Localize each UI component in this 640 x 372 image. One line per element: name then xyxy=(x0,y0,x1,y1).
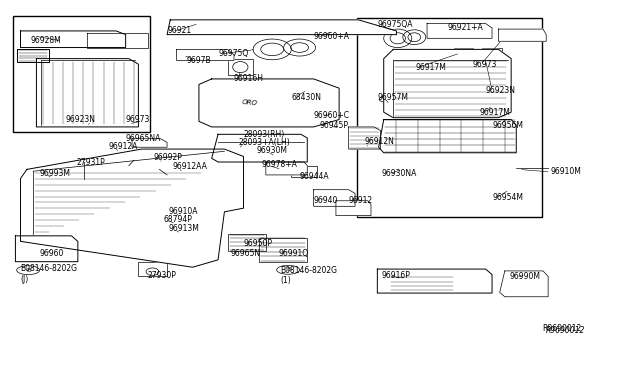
Text: 96945P: 96945P xyxy=(320,121,349,129)
Text: 68794P: 68794P xyxy=(164,215,193,224)
Text: 96993M: 96993M xyxy=(40,169,70,177)
Text: 96973: 96973 xyxy=(473,60,497,69)
Text: 96912A: 96912A xyxy=(108,142,138,151)
Polygon shape xyxy=(177,49,234,61)
Text: 28093+A(LH): 28093+A(LH) xyxy=(239,138,290,147)
Text: 96916P: 96916P xyxy=(382,271,411,280)
Text: 96957M: 96957M xyxy=(378,93,408,102)
Text: 96917M: 96917M xyxy=(479,108,510,117)
Text: 96954M: 96954M xyxy=(492,193,523,202)
Polygon shape xyxy=(20,31,125,48)
Polygon shape xyxy=(199,79,339,127)
Bar xyxy=(435,26,484,36)
Bar xyxy=(357,18,541,217)
Text: 96960+C: 96960+C xyxy=(314,111,349,121)
Bar xyxy=(159,215,196,224)
Text: 28093(RH): 28093(RH) xyxy=(244,130,285,139)
Text: 96923N: 96923N xyxy=(486,86,516,94)
Polygon shape xyxy=(427,23,492,38)
Polygon shape xyxy=(349,127,381,149)
Text: 96910A: 96910A xyxy=(169,207,198,217)
Polygon shape xyxy=(266,162,307,175)
Bar xyxy=(161,225,196,233)
Polygon shape xyxy=(499,29,546,41)
Bar xyxy=(13,16,150,132)
Text: 27930P: 27930P xyxy=(148,271,177,280)
Polygon shape xyxy=(17,49,49,62)
Text: 68430N: 68430N xyxy=(291,93,321,102)
Text: B08146-8202G
(1): B08146-8202G (1) xyxy=(280,266,337,285)
Bar xyxy=(228,234,266,251)
Polygon shape xyxy=(336,201,371,215)
Text: R9690012: R9690012 xyxy=(546,326,586,335)
Text: 9697B: 9697B xyxy=(186,56,211,65)
Text: 96973: 96973 xyxy=(125,115,150,124)
Polygon shape xyxy=(500,271,548,297)
Text: 96965N: 96965N xyxy=(231,249,261,258)
Text: 96956M: 96956M xyxy=(492,121,523,129)
Text: ORO: ORO xyxy=(242,99,258,107)
Polygon shape xyxy=(378,269,492,293)
Text: 96916H: 96916H xyxy=(234,74,264,83)
Text: 96992P: 96992P xyxy=(153,153,182,162)
Polygon shape xyxy=(20,149,244,267)
Bar xyxy=(390,276,454,291)
Text: 96944A: 96944A xyxy=(300,172,329,181)
Text: 96950P: 96950P xyxy=(244,239,273,248)
Bar xyxy=(228,59,253,75)
Text: 96913M: 96913M xyxy=(169,224,200,233)
Text: 96923N: 96923N xyxy=(65,115,95,124)
Text: 96960+A: 96960+A xyxy=(314,32,349,41)
Text: B: B xyxy=(286,267,291,272)
Bar xyxy=(454,48,473,54)
Polygon shape xyxy=(314,190,355,206)
Polygon shape xyxy=(15,236,78,262)
Text: 96921: 96921 xyxy=(167,26,191,35)
Text: 96912AA: 96912AA xyxy=(172,162,207,171)
Bar xyxy=(483,48,502,54)
Text: B: B xyxy=(26,268,30,273)
Bar xyxy=(483,56,507,61)
Polygon shape xyxy=(212,134,307,162)
Polygon shape xyxy=(167,20,396,35)
Text: 96940: 96940 xyxy=(314,196,338,205)
Bar xyxy=(291,166,317,177)
Polygon shape xyxy=(384,49,511,118)
Text: 96921+A: 96921+A xyxy=(447,23,483,32)
Text: 96978+A: 96978+A xyxy=(261,160,297,169)
Bar xyxy=(138,262,167,276)
Text: 96965NA: 96965NA xyxy=(125,134,161,142)
Polygon shape xyxy=(132,139,167,147)
Text: 96917M: 96917M xyxy=(415,63,447,72)
Polygon shape xyxy=(36,59,138,127)
Text: 96975QA: 96975QA xyxy=(378,20,413,29)
Bar xyxy=(36,34,113,45)
Text: 96910M: 96910M xyxy=(550,167,582,176)
Bar xyxy=(259,238,307,262)
Text: B08146-8202G
(J): B08146-8202G (J) xyxy=(20,264,77,283)
Text: 96930NA: 96930NA xyxy=(382,169,417,177)
Text: R9690012: R9690012 xyxy=(541,324,581,333)
Text: 96990M: 96990M xyxy=(510,272,541,281)
Polygon shape xyxy=(379,119,516,153)
Text: 96912N: 96912N xyxy=(365,137,394,146)
Text: 96975Q: 96975Q xyxy=(218,49,248,58)
Bar xyxy=(161,205,196,214)
Text: 96991Q: 96991Q xyxy=(278,249,308,258)
Text: 27931P: 27931P xyxy=(77,157,106,167)
Text: 96930M: 96930M xyxy=(256,147,287,155)
Polygon shape xyxy=(88,33,148,48)
Text: 96928M: 96928M xyxy=(30,36,61,45)
Text: 96960: 96960 xyxy=(40,249,64,258)
Text: 96912: 96912 xyxy=(349,196,372,205)
